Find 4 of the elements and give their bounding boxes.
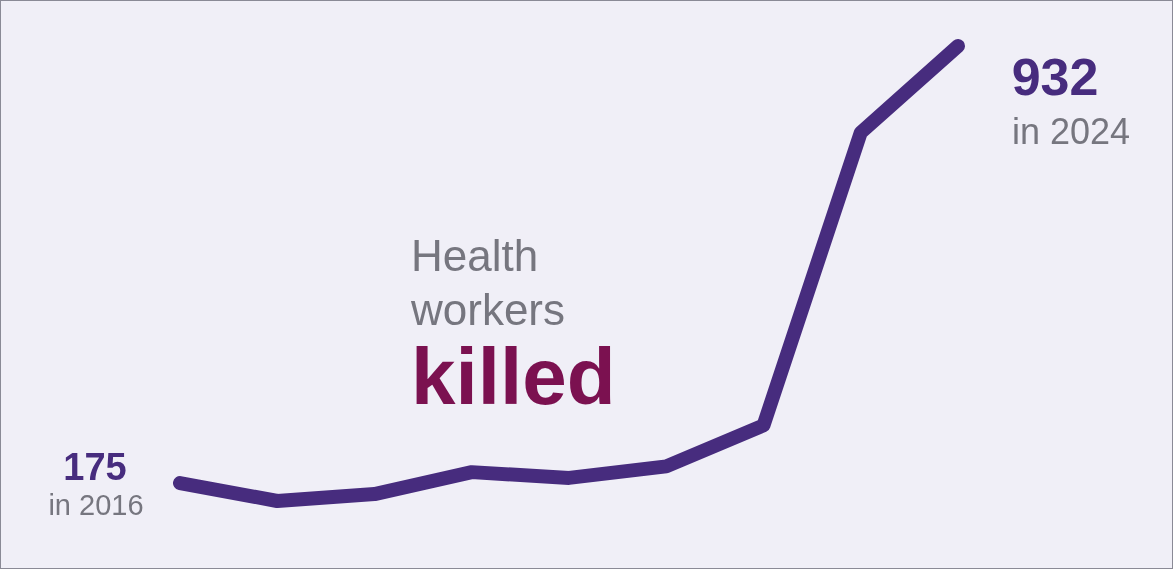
- data-label: 932: [1011, 48, 1099, 106]
- text: in 2024: [1011, 111, 1131, 152]
- annotation: in 2016: [48, 489, 144, 522]
- data-label: 175: [63, 446, 127, 489]
